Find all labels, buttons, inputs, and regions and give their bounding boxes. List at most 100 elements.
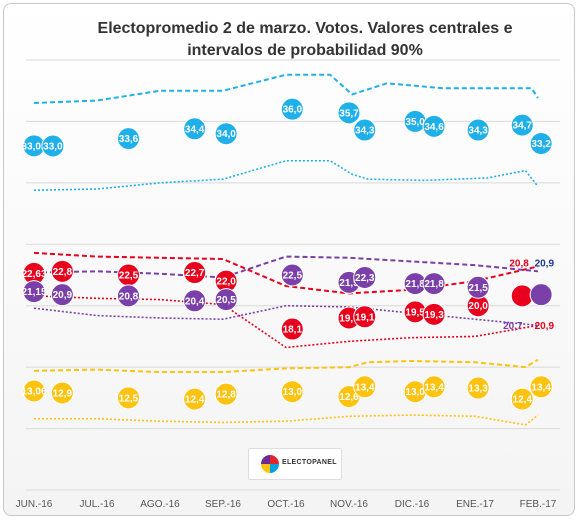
psoe-point <box>50 259 74 283</box>
psoe-point-label: 19,0 <box>339 314 359 325</box>
podemos-point-label: 21,9 <box>339 278 359 289</box>
chart-title: Electopromedio 2 de marzo. Votos. Valore… <box>97 20 513 59</box>
pp-point <box>183 117 207 141</box>
podemos-point <box>422 272 446 296</box>
pp-point-label: 33,01 <box>21 141 46 152</box>
annotation-label: 20,7 <box>503 321 523 332</box>
cs-point-label: 13,4 <box>424 382 444 393</box>
cs-point-label: 13,0 <box>405 387 425 398</box>
x-tick-label: AGO.-16 <box>140 499 180 510</box>
psoe-point-label: 22,63 <box>21 269 46 280</box>
podemos-point <box>280 263 304 287</box>
cs-point-label: 12,4 <box>185 395 205 406</box>
logo-mark-icon <box>261 455 279 473</box>
pp-point-label: 34,4 <box>185 124 205 135</box>
cs-point-label: 13,4 <box>531 382 551 393</box>
pp-point <box>280 97 304 121</box>
pp-point <box>510 113 534 137</box>
pp-point <box>41 134 65 158</box>
pp-point-label: 33,2 <box>531 139 551 150</box>
cs-point <box>280 380 304 404</box>
cs-point <box>510 387 534 411</box>
psoe-point-label: 19,1 <box>355 312 375 323</box>
podemos-point <box>353 265 377 289</box>
x-tick-label: NOV.-16 <box>330 499 368 510</box>
podemos-point-label: 20,8 <box>119 291 139 302</box>
cs-point-label: 13,0 <box>283 387 303 398</box>
psoe-point-label: 20,0 <box>468 301 488 312</box>
psoe-point <box>353 305 377 329</box>
annotation-label: 20,8 <box>509 258 529 269</box>
x-tick-label: JUL.-16 <box>79 499 114 510</box>
x-tick-label: JUN.-16 <box>16 499 53 510</box>
podemos-point <box>466 275 490 299</box>
cs-point <box>422 375 446 399</box>
podemos-point <box>50 283 74 307</box>
pp-point <box>529 132 553 156</box>
electopanel-logo: ELECTOPANEL <box>248 448 342 480</box>
pp-point <box>117 127 140 151</box>
pp-point-label: 33,0 <box>43 142 63 153</box>
podemos-point-label: 20,9 <box>53 290 73 301</box>
podemos-point <box>22 280 46 304</box>
pp-lower-line <box>33 159 539 192</box>
pp-point-label: 34,6 <box>424 122 444 133</box>
pp-point <box>466 118 490 142</box>
pp-point <box>422 114 446 138</box>
psoe-point-label: 22,7 <box>185 268 205 279</box>
x-tick-label: SEP.-16 <box>205 499 241 510</box>
cs-point <box>22 379 46 403</box>
cs-point <box>529 375 553 399</box>
cs-point-label: 12,6 <box>339 392 359 403</box>
pp-point <box>337 101 361 125</box>
pp-point-label: 35,7 <box>339 108 359 119</box>
psoe-point-label: 22,0 <box>216 277 236 288</box>
cs-upper-line <box>33 358 539 374</box>
psoe-upper-line <box>33 251 539 295</box>
podemos-point-label: 21,8 <box>405 279 425 290</box>
x-tick-label: OCT.-16 <box>267 499 305 510</box>
annotation-label: 20,9 <box>535 321 555 332</box>
cs-point <box>353 375 377 399</box>
podemos-point <box>529 283 553 307</box>
podemos-point <box>214 288 238 312</box>
cs-point-label: 13,06 <box>21 386 46 397</box>
cs-point <box>183 387 207 411</box>
x-tick-label: FEB.-17 <box>520 499 557 510</box>
podemos-point <box>183 289 207 313</box>
psoe-point-label: 19,5 <box>405 307 425 318</box>
podemos-point-label: 21,5 <box>468 283 488 294</box>
podemos-point-label: 20,5 <box>216 295 236 306</box>
psoe-point-label: 18,1 <box>283 325 303 336</box>
pp-point <box>353 118 377 142</box>
psoe-point-label: 19,3 <box>424 310 444 321</box>
podemos-point <box>117 284 140 308</box>
cs-point-label: 12,8 <box>216 390 236 401</box>
cs-point <box>50 381 74 405</box>
cs-point <box>214 382 238 406</box>
psoe-point-label: 22,8 <box>53 267 73 278</box>
podemos-lower-line <box>33 304 539 327</box>
cs-point-label: 13,4 <box>355 382 375 393</box>
pp-point-label: 34,3 <box>355 126 375 137</box>
cs-point <box>117 386 140 410</box>
cs-lower-line <box>34 414 539 426</box>
annotation-label: 20,9 <box>535 258 555 269</box>
pp-upper-line <box>33 73 539 104</box>
x-tick-label: ENE.-17 <box>456 499 494 510</box>
podemos-point-label: 20,4 <box>185 296 205 307</box>
cs-point <box>466 376 490 400</box>
podemos-point-label: 21,8 <box>424 279 444 290</box>
cs-point-label: 12,4 <box>513 395 533 406</box>
cs-point-label: 13,3 <box>468 384 488 395</box>
logo-text: ELECTOPANEL <box>282 459 337 466</box>
psoe-point <box>422 302 446 326</box>
pp-point-label: 34,7 <box>513 121 533 132</box>
pp-point-label: 34,3 <box>468 126 488 137</box>
podemos-point-label: 22,3 <box>355 273 375 284</box>
cs-point-label: 12,9 <box>53 388 73 399</box>
pp-point-label: 33,6 <box>119 134 139 145</box>
cs-point-label: 12,5 <box>119 393 139 404</box>
psoe-point <box>280 317 304 341</box>
